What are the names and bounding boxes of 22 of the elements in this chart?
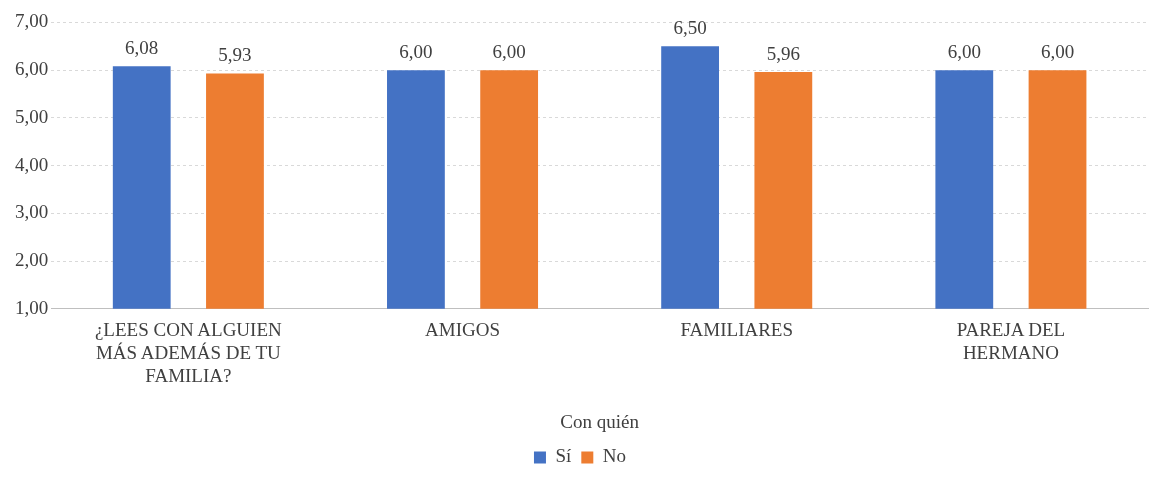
y-tick-label: 3,00 bbox=[15, 201, 49, 223]
data-label: 6,08 bbox=[125, 36, 159, 58]
legend-label: No bbox=[602, 445, 627, 467]
data-label: 6,00 bbox=[947, 40, 981, 62]
data-label: 6,00 bbox=[1040, 40, 1075, 62]
x-tick-label: FAMILIARES bbox=[680, 319, 794, 341]
data-label: 5,96 bbox=[766, 42, 800, 64]
y-tick-label: 2,00 bbox=[15, 249, 49, 271]
y-tick-label: 6,00 bbox=[15, 58, 49, 80]
legend-label: Sí bbox=[555, 445, 573, 467]
data-label: 5,93 bbox=[218, 43, 252, 65]
x-axis-title: Con quién bbox=[560, 410, 640, 432]
y-tick-label: 7,00 bbox=[15, 10, 49, 32]
data-label: 6,00 bbox=[492, 40, 526, 62]
y-tick-label: 4,00 bbox=[15, 153, 49, 175]
data-label: 6,50 bbox=[673, 16, 707, 38]
x-tick-label: AMIGOS bbox=[425, 319, 501, 341]
y-tick-label: 5,00 bbox=[15, 105, 49, 127]
x-tick-label: PAREJA DEL HERMANO bbox=[956, 319, 1066, 363]
x-tick-label: ¿LEES CON ALGUIEN MÁS ADEMÁS DE TU FAMILIA? bbox=[94, 319, 283, 386]
data-label: 6,00 bbox=[399, 40, 433, 62]
y-tick-label: 1,00 bbox=[15, 296, 49, 318]
